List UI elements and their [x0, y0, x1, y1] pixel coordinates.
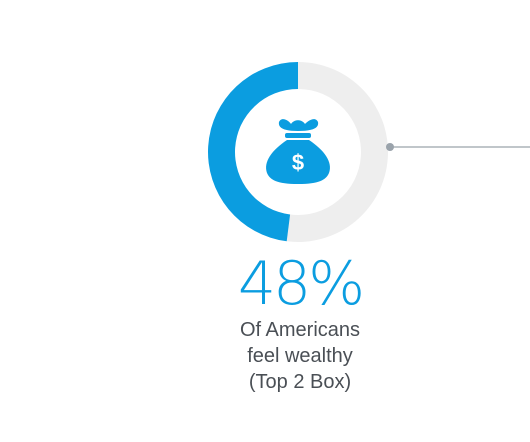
bag-body	[266, 140, 330, 184]
money-bag-dollar-icon: $	[266, 119, 330, 184]
caption-line-2: feel wealthy	[247, 345, 353, 367]
bag-knot	[278, 119, 319, 131]
connector-dot	[386, 143, 394, 151]
caption-line-1: Of Americans	[239, 319, 361, 341]
donut-slice-remainder	[286, 62, 388, 242]
stat-value: 48%	[237, 249, 365, 319]
bag-band	[285, 133, 311, 138]
donut-group	[207, 62, 388, 242]
donut-slice-value	[207, 62, 298, 242]
dollar-symbol: $	[292, 150, 304, 175]
caption-line-3: (Top 2 Box)	[248, 371, 352, 393]
